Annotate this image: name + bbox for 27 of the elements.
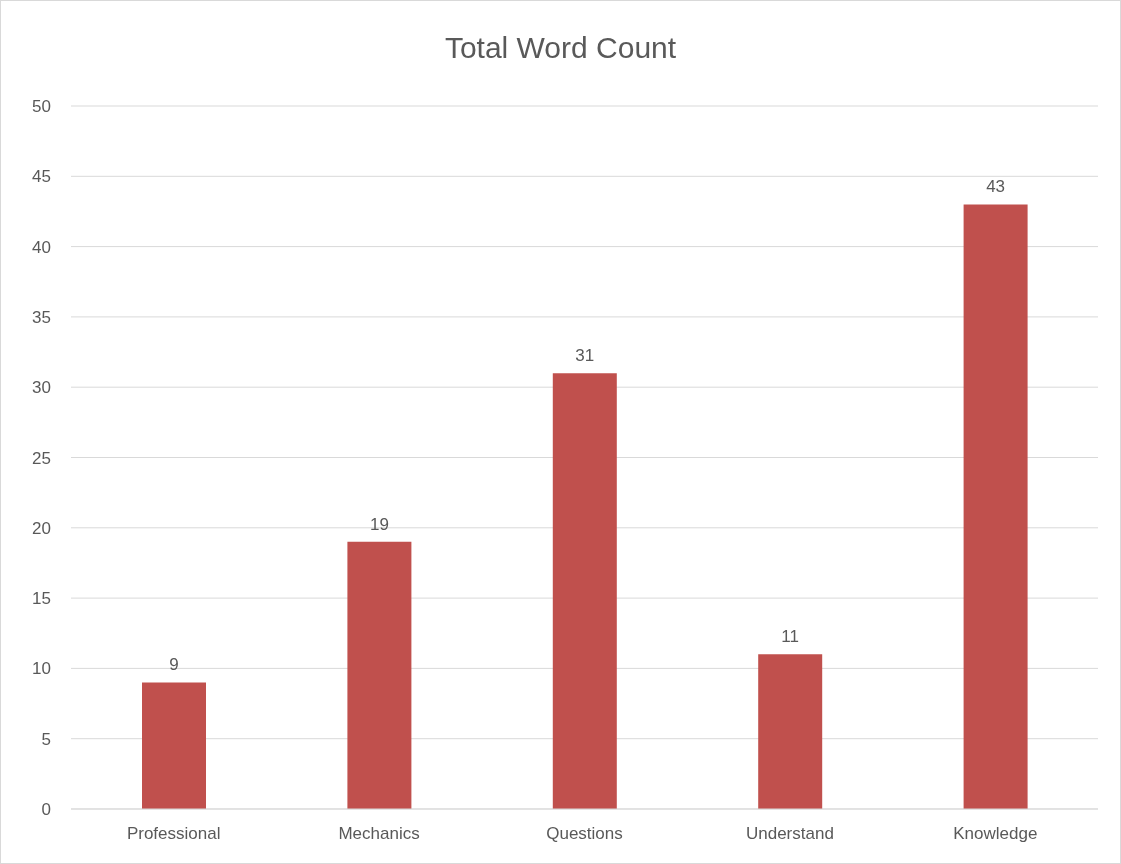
x-tick-label: Questions <box>546 824 623 844</box>
y-tick-label: 5 <box>41 729 51 749</box>
data-label: 9 <box>169 655 179 675</box>
y-tick-label: 15 <box>32 589 51 609</box>
chart-title: Total Word Count <box>443 31 678 65</box>
x-tick-label: Understand <box>745 824 834 844</box>
data-label: 43 <box>986 177 1006 197</box>
bar <box>347 541 412 809</box>
bar <box>758 654 823 809</box>
y-tick-label: 0 <box>41 800 51 820</box>
x-tick-label: Knowledge <box>953 824 1038 844</box>
data-label: 11 <box>781 627 800 647</box>
y-tick-label: 40 <box>32 237 51 257</box>
y-tick-label: 35 <box>32 307 51 327</box>
y-tick-label: 25 <box>32 448 51 468</box>
data-label: 31 <box>575 346 595 366</box>
y-tick-label: 50 <box>32 97 51 117</box>
y-tick-label: 30 <box>32 378 51 398</box>
bar <box>552 373 617 809</box>
y-tick-label: 10 <box>32 659 51 679</box>
y-tick-label: 20 <box>32 518 51 538</box>
data-label: 19 <box>369 514 389 534</box>
y-tick-label: 45 <box>32 167 51 187</box>
bar <box>963 204 1028 809</box>
x-tick-label: Professional <box>126 824 221 844</box>
x-tick-label: Mechanics <box>338 824 420 844</box>
bar <box>142 682 206 809</box>
